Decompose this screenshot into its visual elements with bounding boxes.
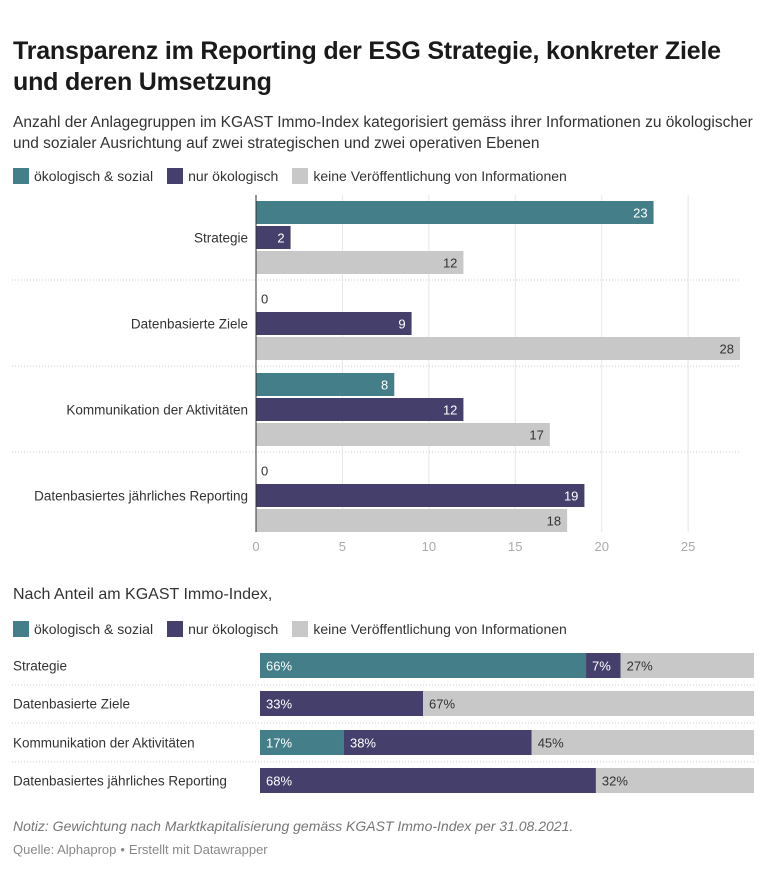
legend-swatch: [167, 621, 184, 637]
data-label: 0: [261, 292, 268, 307]
chart-source: Quelle: Alphaprop • Erstellt mit Datawrapp…: [13, 842, 268, 857]
category-label-datenbasierte-ziele: Datenbasierte Ziele: [131, 317, 248, 332]
x-tick-label: 5: [339, 539, 346, 554]
category-label-kommunikation-der-aktivit-ten: Kommunikation der Aktivitäten: [66, 403, 248, 418]
segment-label: 66%: [266, 659, 292, 674]
legend-item-nur-oeko: nur ökologisch: [167, 168, 278, 184]
legend-item-keine: keine Veröffentlichung von Informationen: [292, 168, 567, 184]
segment-label: 27%: [627, 659, 653, 674]
source-credit: Erstellt mit Datawrapper: [128, 842, 268, 857]
data-label: 19: [564, 489, 578, 504]
legend-label: nur ökologisch: [188, 621, 279, 637]
legend-item-nur-oeko: nur ökologisch: [167, 621, 278, 637]
legend-bottom: ökologisch & sozial nur ökologisch keine…: [13, 619, 581, 639]
legend-label: ökologisch & sozial: [34, 621, 154, 637]
data-label: 17: [529, 428, 543, 443]
x-tick-label: 10: [422, 539, 436, 554]
segment: [260, 691, 424, 716]
data-label: 12: [443, 403, 457, 418]
bar: [256, 423, 550, 446]
segment: [620, 653, 754, 678]
legend-label: keine Veröffentlichung von Informationen: [313, 621, 567, 637]
legend-swatch: [13, 168, 29, 184]
chart-notes: Notiz: Gewichtung nach Marktkapitalisier…: [13, 818, 574, 834]
segment: [343, 730, 532, 755]
legend-swatch: [292, 621, 309, 637]
segment: [260, 653, 587, 678]
category-label-datenbasiertes-j-hrliches-reporting: Datenbasiertes jährliches Reporting: [34, 489, 248, 504]
data-label: 23: [633, 206, 647, 221]
bar: [256, 484, 585, 507]
legend-label: keine Veröffentlichung von Informationen: [313, 168, 567, 184]
bar: [256, 398, 464, 421]
section2-title: Nach Anteil am KGAST Immo-Index,: [13, 586, 273, 603]
stacked-percent-chart: Strategie 66% 7% 27% Datenbasierte Ziele 33% 6…: [12, 653, 754, 793]
bar: [256, 373, 395, 396]
legend-label: ökologisch & sozial: [34, 168, 154, 184]
segment-label: 67%: [429, 697, 455, 712]
chart-title: Transparenz im Reporting der ESG Strateg…: [13, 37, 721, 96]
segment: [586, 653, 621, 678]
legend-item-oeko-sozial: ökologisch & sozial: [13, 168, 153, 184]
category-label-strategie: Strategie: [194, 231, 248, 246]
segment-label: 33%: [266, 697, 292, 712]
data-label: 12: [443, 256, 457, 271]
bar: [256, 509, 568, 532]
row-label-datenbasiertes-j-hrliches-reporting: Datenbasiertes jährliches Reporting: [13, 774, 227, 789]
x-tick-label: 20: [594, 539, 608, 554]
x-tick-label: 25: [681, 539, 695, 554]
segment-label: 32%: [602, 774, 628, 789]
segment-label: 45%: [538, 736, 564, 751]
legend-swatch: [167, 168, 184, 184]
segment: [531, 730, 754, 755]
source-label: Quelle: Alphaprop: [13, 842, 117, 857]
bar: [256, 337, 740, 360]
data-label: 2: [277, 231, 284, 246]
data-label: 0: [261, 464, 268, 479]
legend-label: nur ökologisch: [188, 168, 279, 184]
segment: [423, 691, 754, 716]
bar: [256, 251, 464, 274]
row-label-strategie: Strategie: [13, 659, 67, 674]
x-tick-label: 0: [252, 539, 259, 554]
legend-swatch: [13, 621, 29, 637]
row-label-datenbasierte-ziele: Datenbasierte Ziele: [13, 697, 130, 712]
grouped-bar-chart: Strategie 23 2 12 Datenbasierte Ziele 0 9 28 Kom…: [12, 195, 740, 554]
data-label: 9: [398, 317, 405, 332]
data-label: 8: [381, 378, 388, 393]
segment-label: 68%: [266, 774, 292, 789]
segment: [260, 768, 596, 793]
legend-swatch: [292, 168, 309, 184]
source-separator: •: [120, 842, 125, 857]
legend-item-oeko-sozial: ökologisch & sozial: [13, 621, 153, 637]
legend-top: ökologisch & sozial nur ökologisch keine…: [13, 166, 581, 186]
bar: [256, 201, 654, 224]
segment: [595, 768, 754, 793]
row-label-kommunikation-der-aktivit-ten: Kommunikation der Aktivitäten: [13, 736, 195, 751]
chart-subtitle: Anzahl der Anlagegruppen im KGAST Immo-I…: [13, 114, 753, 152]
bar: [256, 226, 291, 249]
segment-label: 7%: [592, 659, 611, 674]
segment-label: 17%: [266, 736, 292, 751]
segment: [260, 730, 344, 755]
x-tick-label: 15: [508, 539, 522, 554]
legend-item-keine: keine Veröffentlichung von Informationen: [292, 621, 567, 637]
bar: [256, 312, 412, 335]
data-label: 28: [720, 342, 734, 357]
segment-label: 38%: [350, 736, 376, 751]
data-label: 18: [547, 514, 561, 529]
